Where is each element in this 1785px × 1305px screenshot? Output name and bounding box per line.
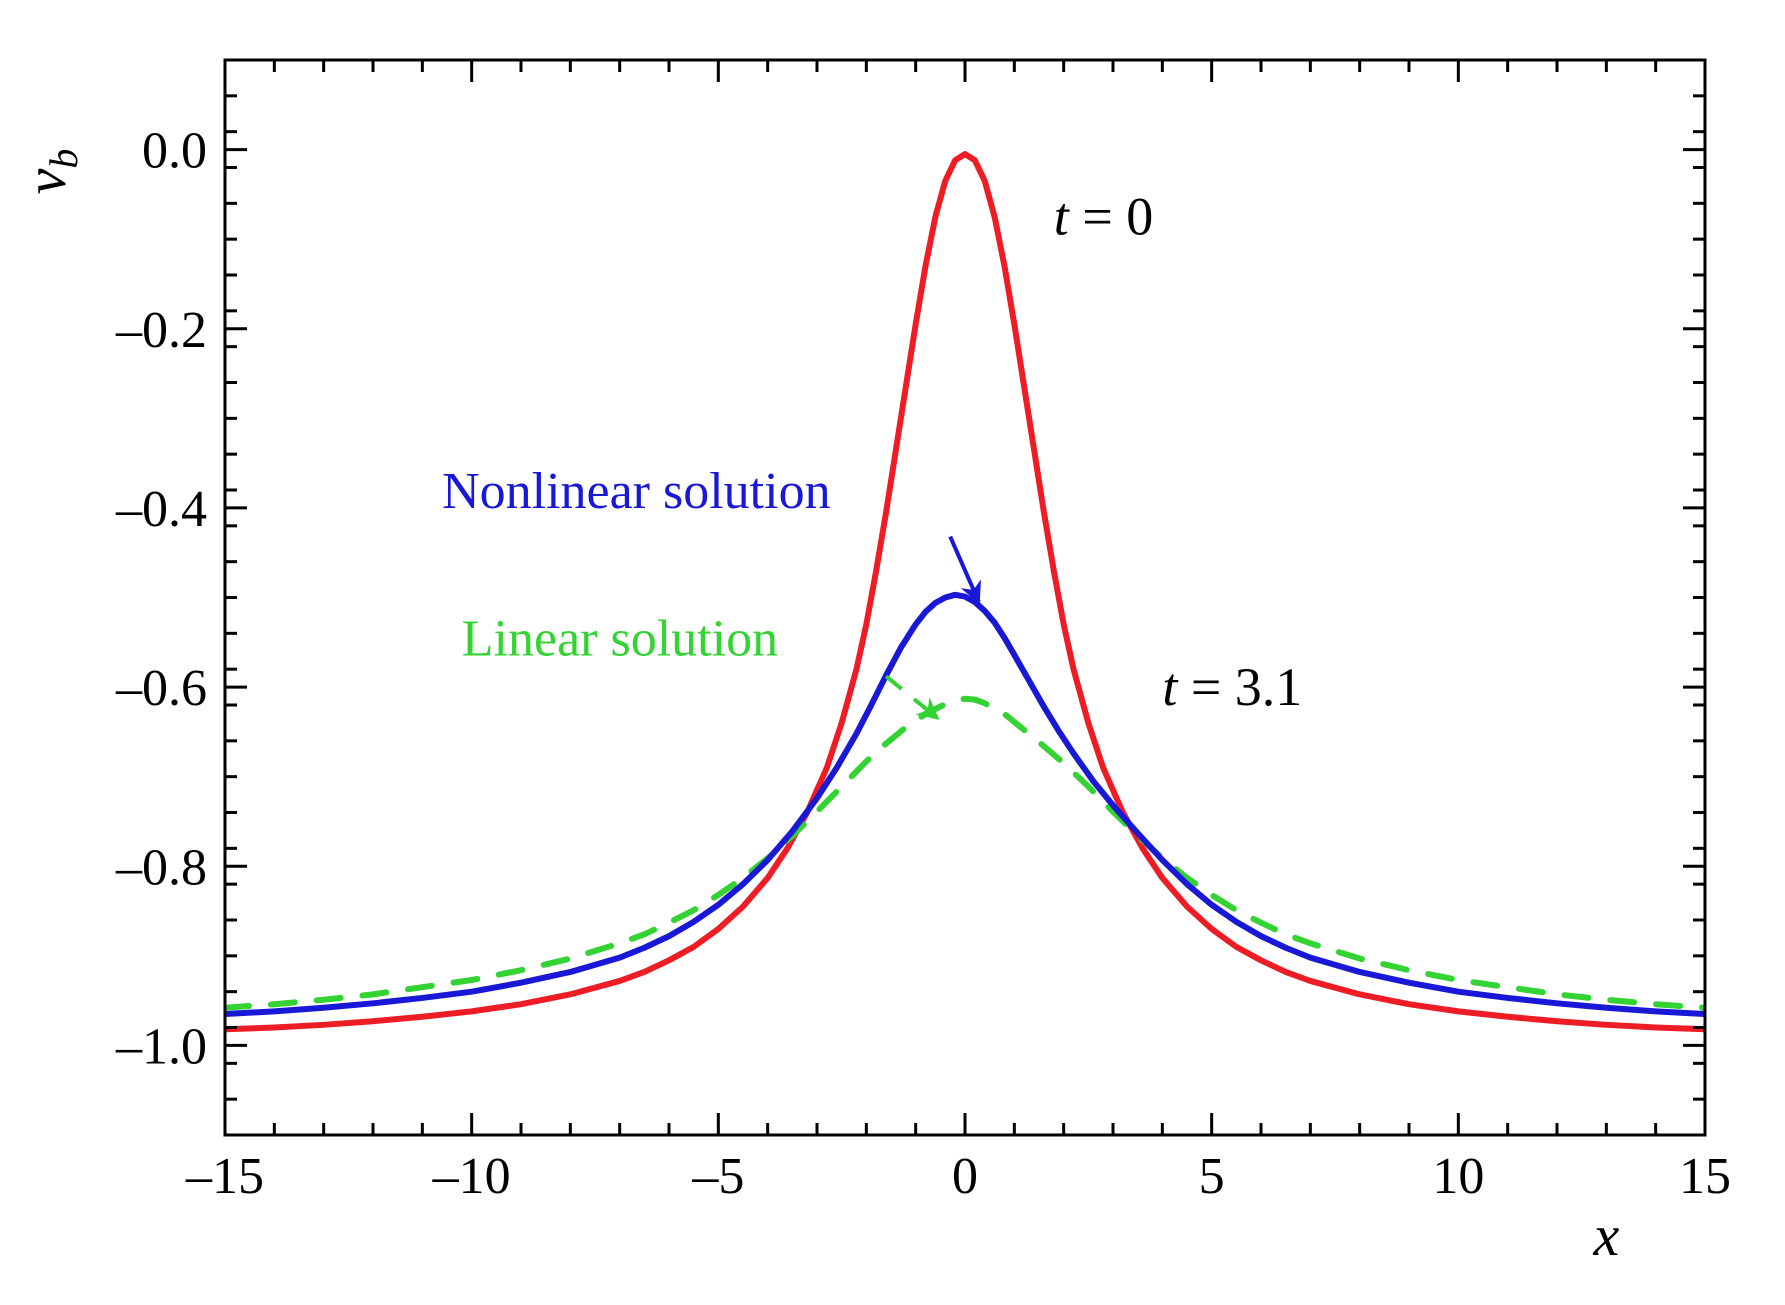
y-tick-label: –0.8 (115, 839, 207, 896)
annotation-t0: t = 0 (1054, 187, 1153, 247)
x-tick-label: 0 (952, 1148, 978, 1205)
x-tick-label: –5 (691, 1148, 744, 1205)
x-axis-label: x (1592, 1203, 1619, 1268)
annotation-t31: t = 3.1 (1162, 657, 1302, 717)
x-tick-label: 15 (1679, 1148, 1731, 1205)
y-tick-label: –0.4 (115, 481, 207, 538)
chart-container: –15 –10 –5 0 5 10 15 –1.0 –0.8 –0.6 –0.4 –0.2 0.0 x vb… (0, 0, 1785, 1305)
y-tick-label: 0.0 (142, 123, 207, 180)
y-tick-label: –0.2 (115, 302, 207, 359)
x-tick-label: 10 (1432, 1148, 1484, 1205)
x-tick-label: –10 (432, 1148, 511, 1205)
series-1 (225, 699, 1705, 1008)
y-axis-label: vb (13, 149, 86, 195)
ticks: –15 –10 –5 0 5 10 15 –1.0 –0.8 –0.6 –0.4 –0.2 0.0 (115, 60, 1731, 1205)
series-2 (225, 595, 1705, 1014)
series-group (225, 154, 1705, 1029)
x-tick-label: 5 (1199, 1148, 1225, 1205)
series-0 (225, 154, 1705, 1029)
y-tick-label: –1.0 (115, 1018, 207, 1075)
y-tick-label: –0.6 (115, 660, 207, 717)
annotation-nonlinear: Nonlinear solution (442, 463, 831, 520)
x-tick-label: –15 (185, 1148, 264, 1205)
svg-text:vb: vb (13, 149, 86, 195)
annotation-linear: Linear solution (462, 611, 778, 668)
chart-svg: –15 –10 –5 0 5 10 15 –1.0 –0.8 –0.6 –0.4 –0.2 0.0 x vb… (0, 0, 1785, 1305)
